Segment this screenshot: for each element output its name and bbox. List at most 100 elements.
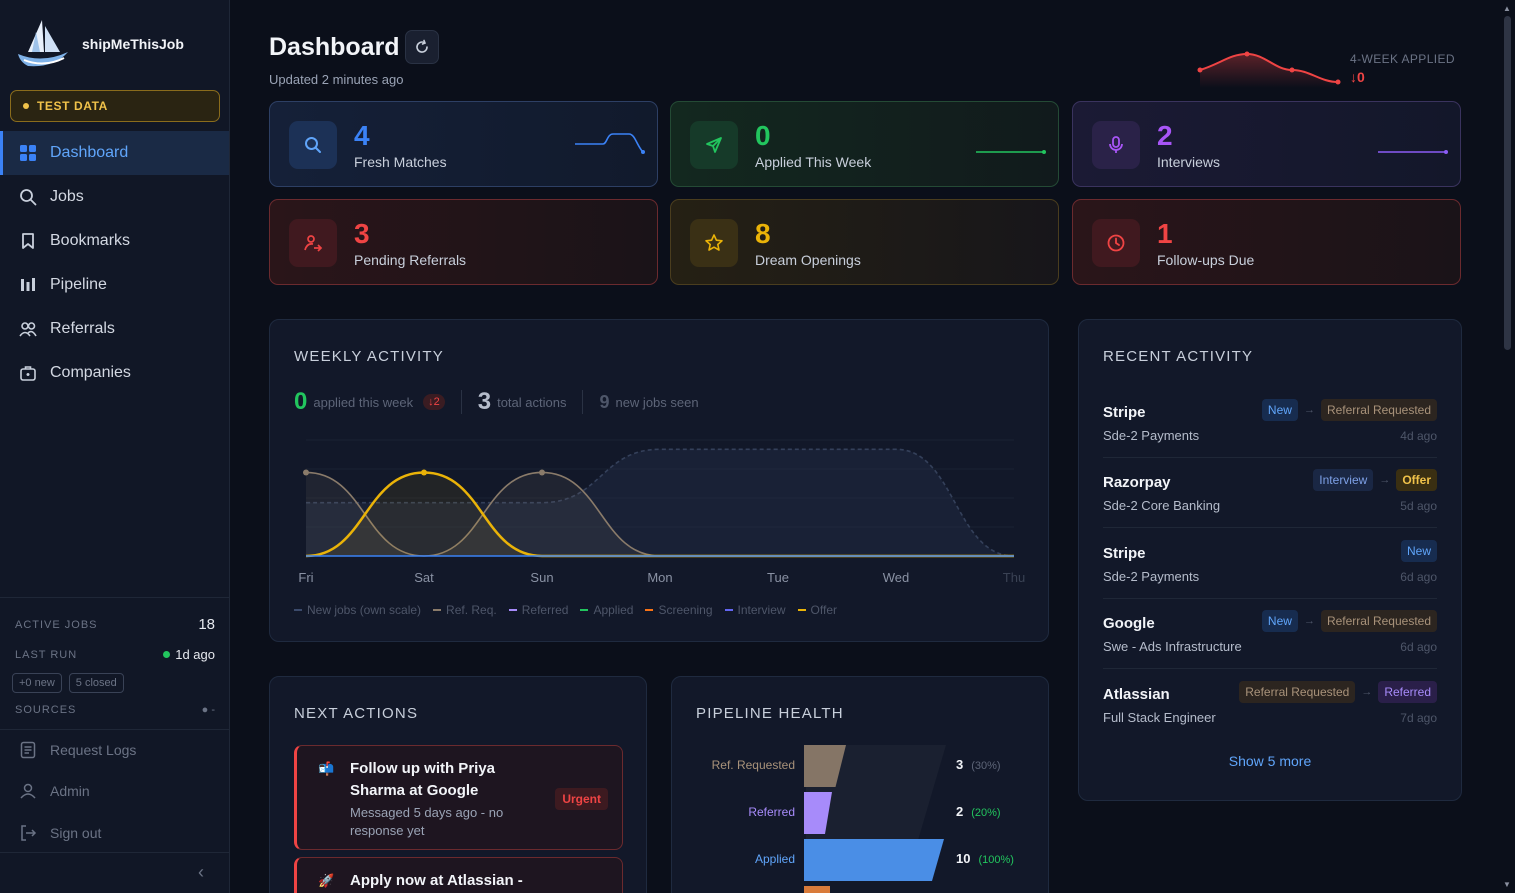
stat-label: Interviews bbox=[1157, 154, 1221, 170]
collapse-sidebar-button[interactable]: ‹ bbox=[198, 862, 204, 882]
sign-out-icon bbox=[18, 823, 38, 843]
status-badge: Offer bbox=[1396, 469, 1437, 491]
seen-label: new jobs seen bbox=[615, 394, 699, 410]
stat-card-interviews[interactable]: 2 Interviews bbox=[1072, 101, 1461, 187]
stage-label-text: Applied bbox=[754, 852, 795, 866]
x-tick-label: Sat bbox=[414, 570, 434, 585]
brand[interactable]: shipMeThisJob bbox=[14, 18, 184, 70]
stat-label: Fresh Matches bbox=[354, 154, 447, 170]
action-title: Apply now at Atlassian - bbox=[350, 872, 523, 889]
funnel-bar[interactable] bbox=[804, 745, 846, 787]
sidebar: shipMeThisJob TEST DATA Dashboard Jobs B… bbox=[0, 0, 230, 893]
pipeline-health-panel: PIPELINE HEALTH Ref. Requested 3 (30%) Re… bbox=[671, 676, 1049, 893]
data-point[interactable] bbox=[421, 469, 427, 476]
sailboat-logo-icon bbox=[18, 20, 68, 67]
legend-item[interactable]: Applied bbox=[580, 603, 633, 617]
sign-out-link[interactable]: Sign out bbox=[18, 823, 101, 843]
role-title: Swe - Ads Infrastructure bbox=[1103, 639, 1242, 654]
legend-item[interactable]: Offer bbox=[797, 603, 838, 617]
activity-item[interactable]: Razorpay Sde-2 Core Banking 5d ago Inter… bbox=[1103, 469, 1437, 545]
x-tick-label: Tue bbox=[767, 570, 789, 585]
legend-swatch bbox=[508, 609, 517, 611]
data-point[interactable] bbox=[303, 469, 309, 476]
search-icon bbox=[289, 121, 337, 169]
x-tick-label: Wed bbox=[883, 570, 910, 585]
pipeline-stage-label: Applied bbox=[755, 852, 795, 866]
stage-percent: (100%) bbox=[978, 854, 1014, 866]
stat-card-applied-this-week[interactable]: 0 Applied This Week bbox=[670, 101, 1059, 187]
sidebar-item-dashboard[interactable]: Dashboard bbox=[0, 131, 229, 175]
company-name: Stripe bbox=[1103, 545, 1146, 562]
scroll-up-icon[interactable]: ▲ bbox=[1503, 4, 1511, 13]
sidebar-item-jobs[interactable]: Jobs bbox=[0, 175, 229, 219]
arrow-right-icon: → bbox=[1379, 474, 1391, 486]
legend-item[interactable]: Referred bbox=[508, 603, 568, 617]
legend-label: Offer bbox=[810, 603, 838, 617]
stat-sparkline bbox=[1378, 150, 1448, 154]
next-action-card[interactable]: 📬 Follow up with Priya Sharma at Google … bbox=[294, 745, 623, 850]
legend-item[interactable]: New jobs (own scale) bbox=[294, 603, 421, 617]
funnel-bar[interactable] bbox=[804, 792, 832, 834]
sidebar-item-label: Bookmarks bbox=[50, 232, 131, 249]
status-dot-icon bbox=[23, 103, 29, 109]
status-badge: New bbox=[1261, 610, 1298, 632]
stat-card-follow-ups-due[interactable]: 1 Follow-ups Due bbox=[1072, 199, 1461, 285]
stat-value: 1 bbox=[1157, 218, 1173, 249]
activity-item[interactable]: Stripe Sde-2 Payments 6d ago New bbox=[1103, 540, 1437, 616]
activity-item[interactable]: Stripe Sde-2 Payments 4d ago New → Refer… bbox=[1103, 399, 1437, 475]
scroll-down-icon[interactable]: ▼ bbox=[1503, 880, 1511, 889]
send-icon bbox=[690, 121, 738, 169]
last-run-value: 1d ago bbox=[163, 647, 215, 662]
stat-value: 3 bbox=[354, 218, 370, 249]
page-scrollbar[interactable]: ▲ ▼ bbox=[1500, 0, 1515, 893]
activity-item[interactable]: Atlassian Full Stack Engineer 7d ago Ref… bbox=[1103, 681, 1437, 757]
sources-value-text: - bbox=[211, 704, 215, 716]
show-more-button[interactable]: Show 5 more bbox=[1228, 753, 1312, 769]
divider bbox=[0, 729, 229, 730]
applied-delta-badge: ↓2 bbox=[423, 394, 445, 410]
funnel-bar[interactable] bbox=[804, 886, 830, 893]
role-title: Sde-2 Payments bbox=[1103, 428, 1200, 443]
four-week-applied-value: ↓0 bbox=[1350, 69, 1365, 85]
sidebar-item-companies[interactable]: Companies bbox=[0, 351, 229, 395]
data-point[interactable] bbox=[539, 469, 545, 476]
stage-count: 3 bbox=[956, 757, 964, 772]
stat-card-pending-referrals[interactable]: 3 Pending Referrals bbox=[269, 199, 658, 285]
legend-item[interactable]: Screening bbox=[645, 603, 713, 617]
company-name: Atlassian bbox=[1103, 686, 1170, 703]
four-week-applied-label: 4-WEEK APPLIED bbox=[1350, 52, 1455, 66]
request-logs-link[interactable]: Request Logs bbox=[18, 740, 136, 760]
status-badge: Referral Requested bbox=[1320, 610, 1437, 632]
stat-card-fresh-matches[interactable]: 4 Fresh Matches bbox=[269, 101, 658, 187]
closed-jobs-chip: 5 closed bbox=[68, 673, 124, 693]
scrollbar-thumb[interactable] bbox=[1504, 16, 1511, 350]
funnel-bar[interactable] bbox=[804, 839, 944, 881]
sidebar-nav: Dashboard Jobs Bookmarks Pipeline Referr… bbox=[0, 131, 229, 395]
admin-link[interactable]: Admin bbox=[18, 781, 90, 801]
company-name: Google bbox=[1103, 615, 1155, 632]
legend-item[interactable]: Ref. Req. bbox=[433, 603, 497, 617]
role-title: Full Stack Engineer bbox=[1103, 710, 1216, 725]
pipeline-stage-count: 2 (20%) bbox=[956, 804, 1001, 819]
activity-item[interactable]: Google Swe - Ads Infrastructure 6d ago N… bbox=[1103, 610, 1437, 686]
actions-label: total actions bbox=[497, 394, 567, 410]
status-badge: Referral Requested bbox=[1239, 681, 1356, 703]
next-action-card[interactable]: 🚀 Apply now at Atlassian - bbox=[294, 857, 623, 893]
series-area-offer bbox=[306, 472, 1014, 556]
activity-time: 7d ago bbox=[1400, 711, 1437, 725]
panel-title: RECENT ACTIVITY bbox=[1103, 348, 1254, 365]
refresh-button[interactable] bbox=[405, 30, 439, 64]
company-name: Razorpay bbox=[1103, 474, 1171, 491]
last-run-stat: LAST RUN 1d ago bbox=[15, 647, 215, 662]
test-data-badge: TEST DATA bbox=[10, 90, 220, 122]
applied-label: applied this week bbox=[313, 394, 414, 410]
sidebar-item-referrals[interactable]: Referrals bbox=[0, 307, 229, 351]
document-icon bbox=[18, 740, 38, 760]
stat-label: Follow-ups Due bbox=[1157, 252, 1255, 268]
legend-item[interactable]: Interview bbox=[724, 603, 786, 617]
stat-card-dream-openings[interactable]: 8 Dream Openings bbox=[670, 199, 1059, 285]
stage-count: 10 bbox=[956, 851, 971, 866]
sidebar-item-pipeline[interactable]: Pipeline bbox=[0, 263, 229, 307]
sidebar-item-bookmarks[interactable]: Bookmarks bbox=[0, 219, 229, 263]
sidebar-item-label: Jobs bbox=[50, 188, 84, 205]
